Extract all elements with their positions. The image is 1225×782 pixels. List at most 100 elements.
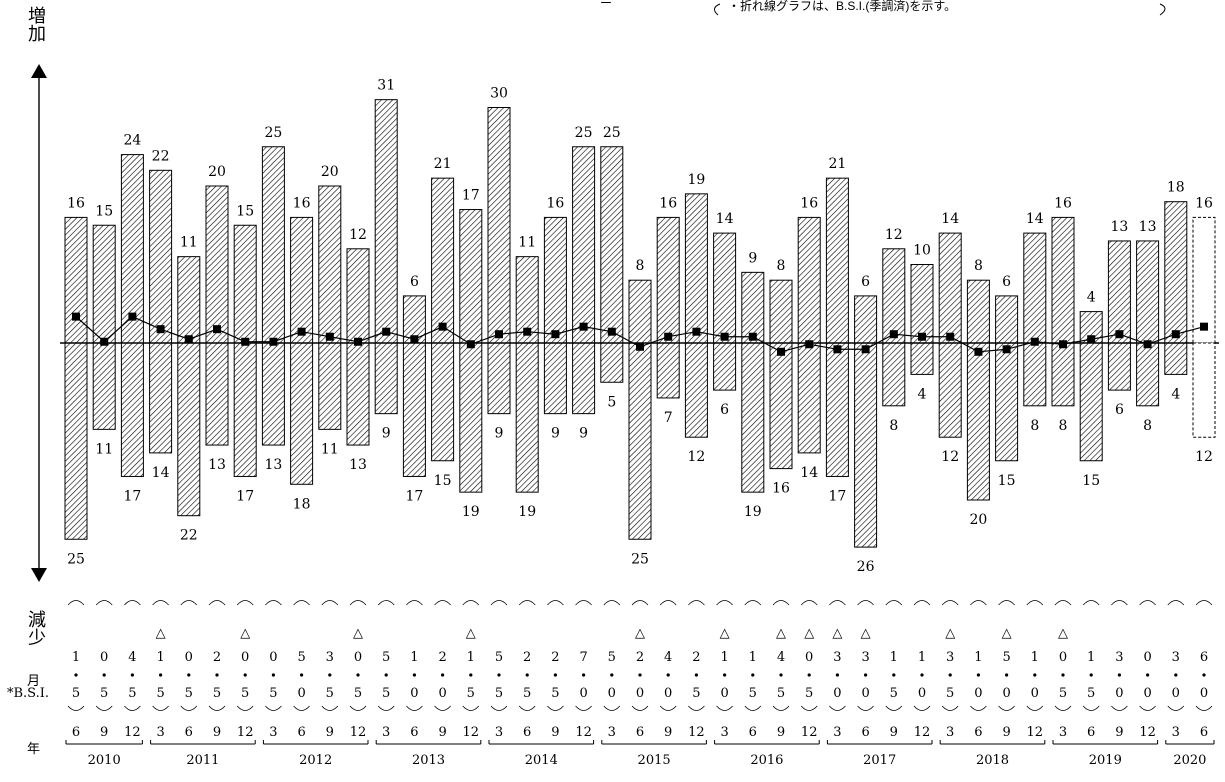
month-label: 9: [438, 725, 446, 740]
bar-increase: [854, 295, 878, 344]
bsi-bracket-top: [829, 600, 846, 606]
bsi-digit2: 0: [1115, 686, 1123, 701]
bar-decrease-label: 13: [349, 457, 367, 473]
month-label: 9: [1115, 725, 1123, 740]
bar-increase-label: 13: [1110, 219, 1128, 235]
bsi-digit2: 0: [833, 686, 841, 701]
bsi-marker: [269, 337, 278, 346]
bsi-marker: [1030, 337, 1039, 346]
bsi-bracket-bottom: [1026, 705, 1044, 711]
bar-decrease: [120, 342, 144, 477]
bsi-digit1: 0: [1143, 650, 1151, 665]
bar-increase: [910, 264, 934, 344]
bsi-marker: [1200, 322, 1208, 331]
bsi-bracket-top: [1195, 600, 1213, 606]
bsi-bracket-top: [857, 600, 874, 606]
month-label: 9: [100, 725, 108, 740]
bar-increase: [92, 224, 116, 344]
bsi-dot: [864, 673, 868, 677]
bar-increase-label: 21: [434, 156, 452, 172]
bsi-marker: [607, 327, 616, 336]
bsi-marker: [946, 332, 955, 341]
bsi-dot: [751, 673, 755, 677]
bsi-dot: [1033, 673, 1037, 677]
bsi-digit1: 1: [890, 650, 898, 665]
bsi-dot: [412, 673, 416, 677]
decrease-value-labels: 25 11 17 14 22 13 17 13 18 11 13 9 17 15 19 9 19 9 9 5 25 7 12…: [67, 386, 1213, 575]
bsi-bracket-top: [180, 600, 198, 606]
bsi-bracket-top: [716, 600, 733, 606]
bsi-bracket-top: [1082, 600, 1100, 606]
bar-increase-label: 8: [636, 258, 645, 274]
bsi-dot: [271, 673, 275, 677]
bsi-marker: [833, 345, 842, 354]
bsi-digit2: 5: [551, 686, 559, 701]
month-label: 3: [1172, 725, 1180, 740]
bar-decrease: [149, 342, 173, 454]
bsi-digit2: 0: [1200, 686, 1208, 701]
bar-decrease: [882, 342, 906, 407]
bar-increase: [684, 193, 708, 344]
bsi-bracket-bottom: [631, 705, 649, 711]
bsi-bracket-bottom: [744, 705, 762, 711]
bar-increase: [374, 99, 398, 344]
bar-increase-label: 21: [828, 156, 846, 172]
bar-decrease: [290, 342, 314, 485]
bsi-bracket-bottom: [1167, 705, 1185, 711]
bsi-bracket-bottom: [462, 705, 480, 711]
bar-decrease-label: 15: [1082, 473, 1100, 489]
bsi-digit1: 1: [1031, 650, 1039, 665]
bar-decrease-label: 19: [518, 504, 536, 520]
bar-decrease-label: 4: [918, 386, 927, 402]
bsi-digit1: 1: [72, 650, 80, 665]
bsi-bracket-bottom: [913, 705, 931, 711]
bsi-digit1: 1: [467, 650, 475, 665]
bsi-bracket-bottom: [659, 705, 677, 711]
bsi-digit1: 3: [833, 650, 841, 665]
bsi-digit2: 5: [692, 686, 700, 701]
bsi-bracket-top: [800, 600, 818, 606]
bar-decrease: [374, 342, 398, 415]
bsi-digit1: 2: [636, 650, 644, 665]
bsi-bracket-top: [349, 600, 367, 606]
bar-decrease: [938, 342, 962, 438]
bsi-bracket-bottom: [1082, 705, 1100, 711]
bar-decrease: [797, 342, 821, 454]
bar-increase-label: 25: [575, 125, 593, 141]
bar-increase-label: 20: [321, 164, 339, 180]
bar-decrease-label: 13: [208, 457, 226, 473]
bar-increase-label: 14: [941, 211, 959, 227]
bar-increase: [1164, 201, 1188, 344]
bar-increase-label: 18: [1167, 180, 1185, 196]
bsi-marker: [523, 327, 532, 336]
bsi-triangle: △: [804, 626, 814, 641]
bsi-bracket-bottom: [800, 705, 818, 711]
year-label: 2016: [750, 753, 783, 768]
bsi-dot: [1117, 673, 1121, 677]
bsi-marker: [805, 340, 814, 349]
month-label: 9: [1002, 725, 1010, 740]
bar-decrease: [1023, 342, 1047, 407]
bsi-bracket-top: [490, 600, 508, 606]
bar-increase: [741, 271, 765, 344]
bar-decrease-label: 9: [579, 426, 588, 442]
bsi-dot: [1061, 673, 1065, 677]
month-label: 6: [749, 725, 757, 740]
bar-decrease: [177, 342, 201, 517]
bar-decrease: [431, 342, 455, 462]
bsi-triangle: △: [945, 626, 955, 641]
bsi-digit1: 0: [185, 650, 193, 665]
bsi-bracket-bottom: [1139, 705, 1156, 711]
bsi-marker: [974, 347, 983, 356]
year-label: 2017: [863, 753, 896, 768]
month-label: 6: [523, 725, 531, 740]
bar-decrease: [92, 342, 116, 430]
bar-increase-label: 24: [123, 133, 141, 149]
bsi-digit1: 0: [100, 650, 108, 665]
bar-increase-label: 12: [349, 227, 367, 243]
bsi-marker: [1002, 345, 1011, 354]
bsi-digit1: 1: [156, 650, 164, 665]
bsi-digit1: 6: [1200, 650, 1208, 665]
bar-decrease: [543, 342, 567, 415]
